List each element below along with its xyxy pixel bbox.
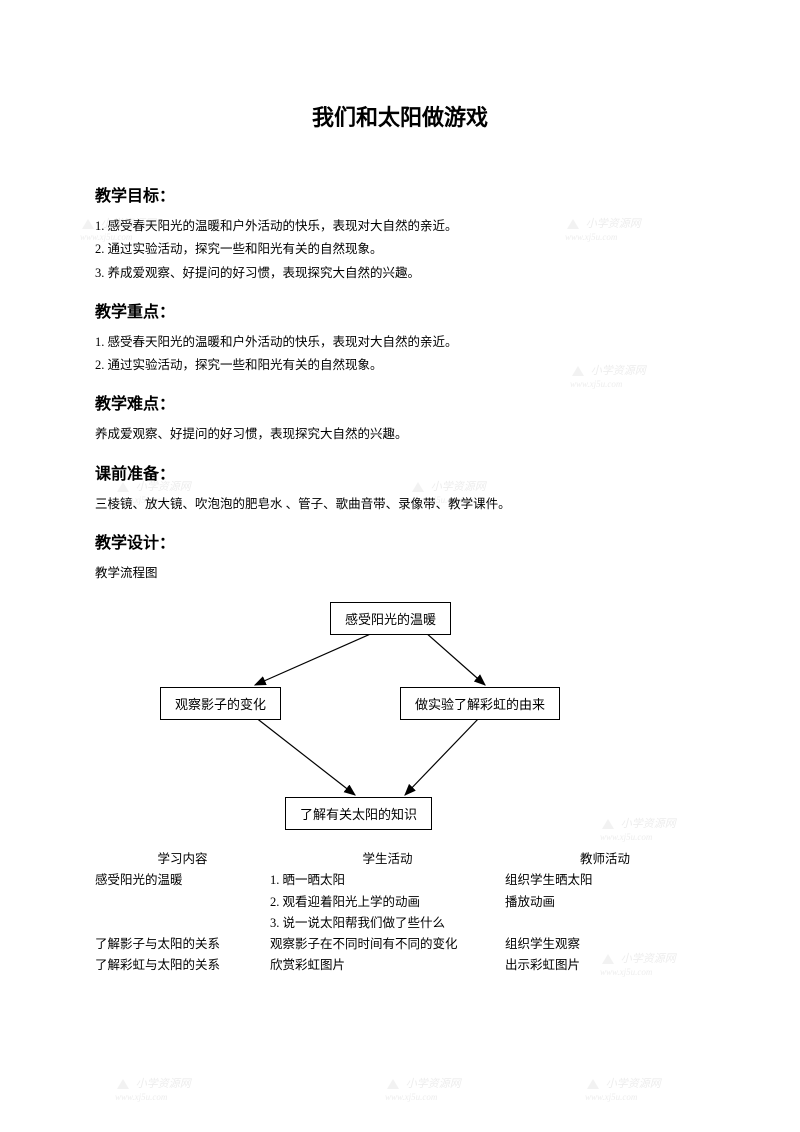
table-cell: 组织学生晒太阳 播放动画 [505, 870, 705, 934]
table-cell: 组织学生观察 [505, 934, 705, 955]
page-title: 我们和太阳做游戏 [95, 100, 705, 132]
table-cell: 了解彩虹与太阳的关系 [95, 955, 270, 976]
table-cell: 观察影子在不同时间有不同的变化 [270, 934, 505, 955]
objectives-item: 3. 养成爱观察、好提问的好习惯，表现探究大自然的兴趣。 [95, 263, 705, 284]
design-subheading: 教学流程图 [95, 563, 705, 584]
table-row: 了解影子与太阳的关系 观察影子在不同时间有不同的变化 组织学生观察 [95, 934, 705, 955]
table-row: 感受阳光的温暖 1. 晒一晒太阳 2. 观看迎着阳光上学的动画 3. 说一说太阳… [95, 870, 705, 934]
flowchart: 感受阳光的温暖 观察影子的变化 做实验了解彩虹的由来 了解有关太阳的知识 [140, 602, 660, 837]
difficulty-text: 养成爱观察、好提问的好习惯，表现探究大自然的兴趣。 [95, 424, 705, 445]
focus-item: 2. 通过实验活动，探究一些和阳光有关的自然现象。 [95, 355, 705, 376]
table-cell: 感受阳光的温暖 [95, 870, 270, 934]
watermark: 小学资源网www.xj5u.com [585, 1075, 661, 1103]
flow-node-3: 做实验了解彩虹的由来 [400, 687, 560, 720]
flow-node-1: 感受阳光的温暖 [330, 602, 451, 635]
objectives-item: 1. 感受春天阳光的温暖和户外活动的快乐，表现对大自然的亲近。 [95, 216, 705, 237]
table-cell: 欣赏彩虹图片 [270, 955, 505, 976]
table-cell: 出示彩虹图片 [505, 955, 705, 976]
watermark: 小学资源网www.xj5u.com [115, 1075, 191, 1103]
objectives-item: 2. 通过实验活动，探究一些和阳光有关的自然现象。 [95, 239, 705, 260]
focus-heading: 教学重点： [95, 298, 705, 322]
flow-node-2: 观察影子的变化 [160, 687, 281, 720]
focus-item: 1. 感受春天阳光的温暖和户外活动的快乐，表现对大自然的亲近。 [95, 332, 705, 353]
activity-table: 学习内容 学生活动 教师活动 感受阳光的温暖 1. 晒一晒太阳 2. 观看迎着阳… [95, 849, 705, 977]
preparation-text: 三棱镜、放大镜、吹泡泡的肥皂水 、管子、歌曲音带、录像带、教学课件。 [95, 494, 705, 515]
table-cell: 1. 晒一晒太阳 2. 观看迎着阳光上学的动画 3. 说一说太阳帮我们做了些什么 [270, 870, 505, 934]
table-header: 学生活动 [270, 849, 505, 870]
objectives-heading: 教学目标： [95, 182, 705, 206]
difficulty-heading: 教学难点： [95, 390, 705, 414]
preparation-heading: 课前准备： [95, 460, 705, 484]
flow-node-4: 了解有关太阳的知识 [285, 797, 432, 830]
table-cell: 了解影子与太阳的关系 [95, 934, 270, 955]
design-heading: 教学设计： [95, 529, 705, 553]
watermark: 小学资源网www.xj5u.com [385, 1075, 461, 1103]
table-header: 学习内容 [95, 849, 270, 870]
table-header: 教师活动 [505, 849, 705, 870]
table-header-row: 学习内容 学生活动 教师活动 [95, 849, 705, 870]
table-row: 了解彩虹与太阳的关系 欣赏彩虹图片 出示彩虹图片 [95, 955, 705, 976]
